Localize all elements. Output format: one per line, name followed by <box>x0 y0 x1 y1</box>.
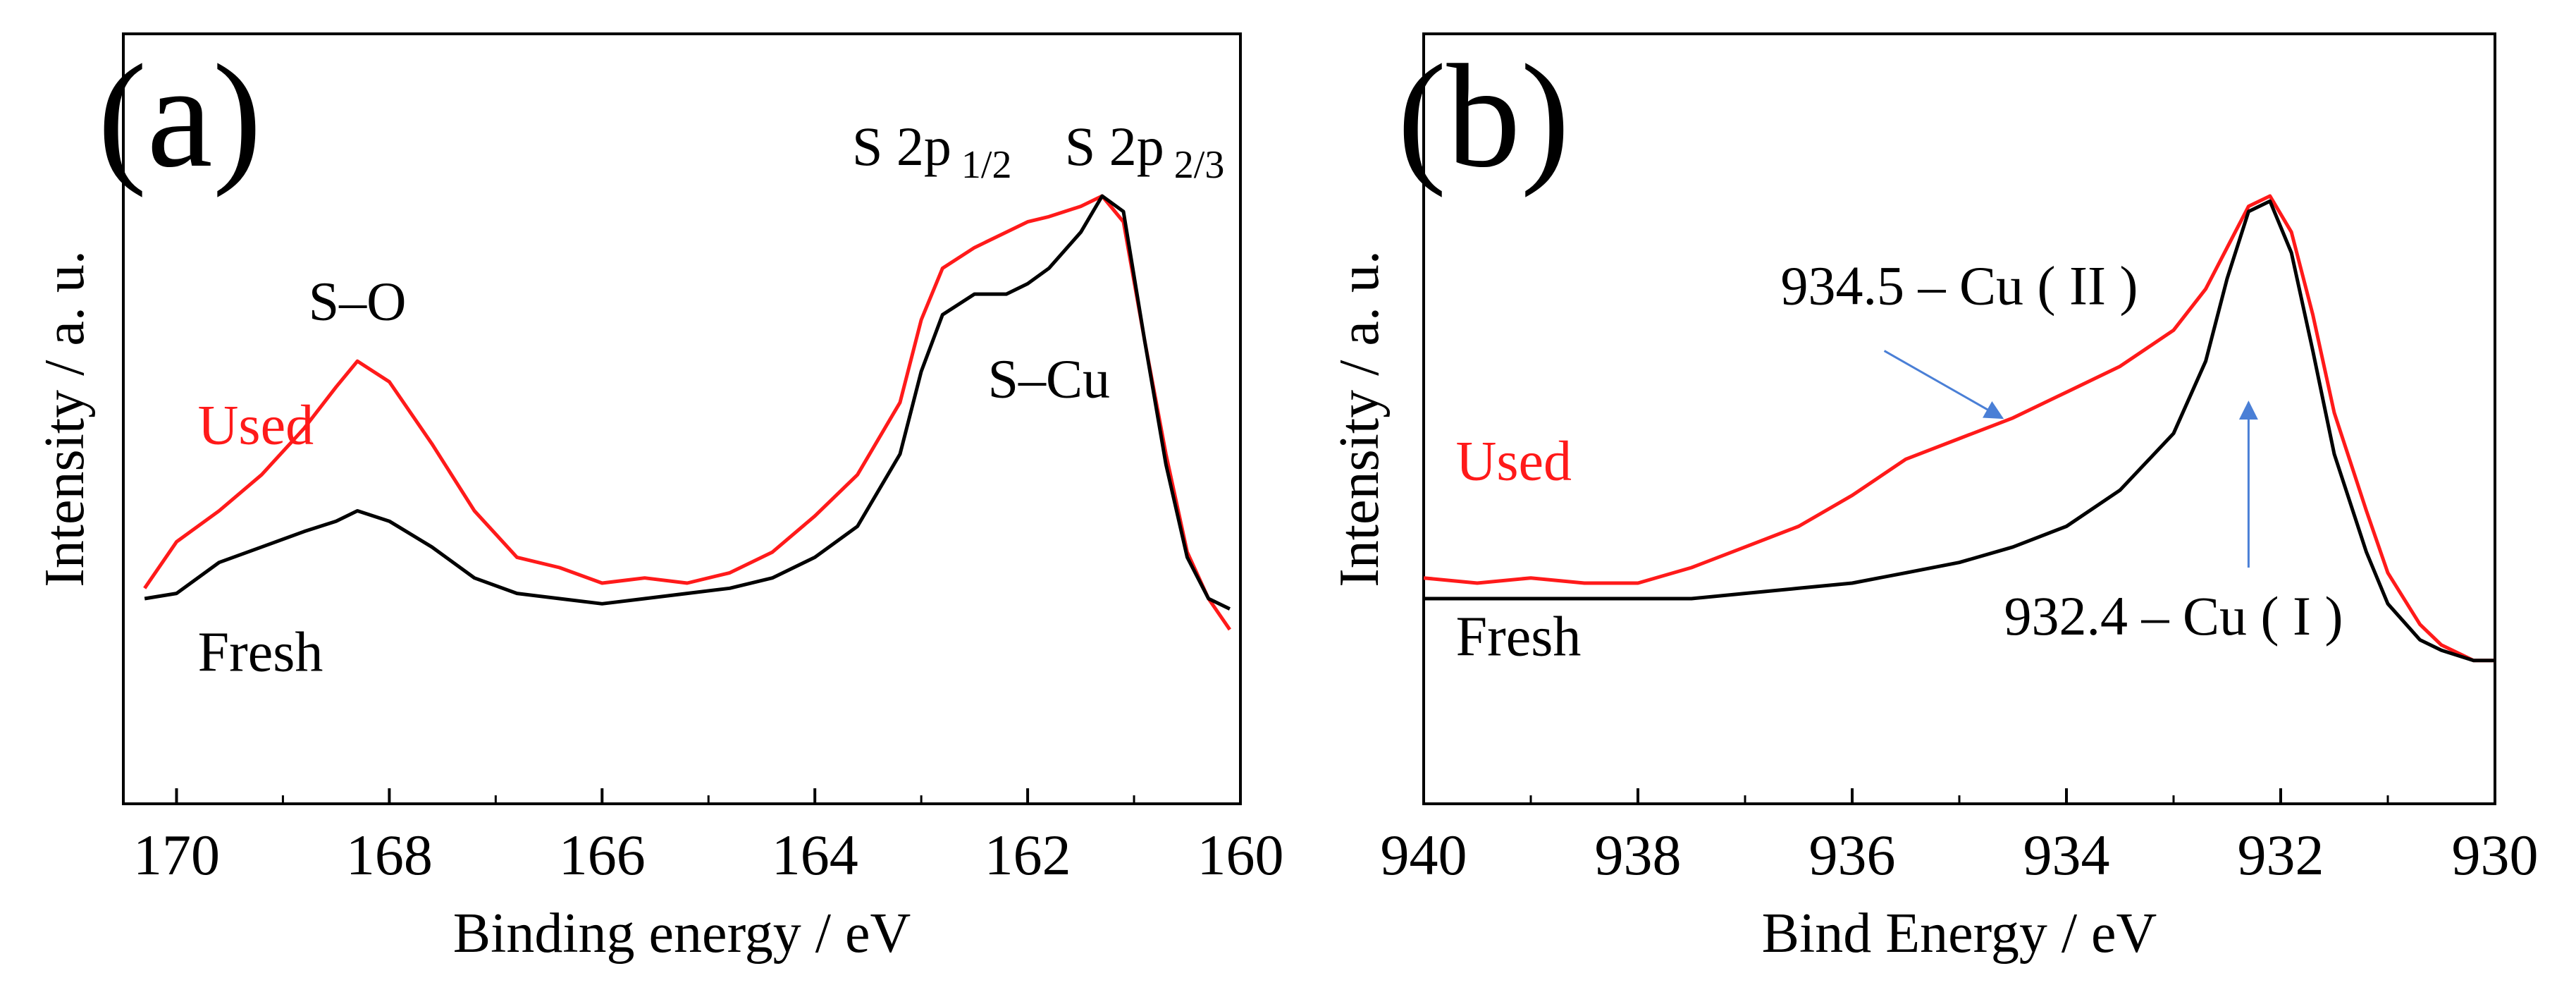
plot-frame-b <box>1422 32 2496 805</box>
panel-label-b: (b) <box>1398 35 1570 198</box>
cu-ii-arrow <box>1883 350 2004 420</box>
x-tick-label-b-2: 936 <box>1809 823 1896 887</box>
legend-b-fresh: Fresh <box>1456 606 1582 668</box>
x-tick-label-a-5: 160 <box>1197 823 1284 887</box>
s2p12-label-text: S 2p <box>852 116 951 177</box>
x-tick-label-b-1: 938 <box>1595 823 1682 887</box>
x-tick-label-a-4: 162 <box>985 823 1071 887</box>
series-line-b-used <box>1423 194 2495 663</box>
x-tick-label-b-0: 940 <box>1381 823 1467 887</box>
legend-b-used: Used <box>1456 431 1572 493</box>
cu-ii-label-text: 934.5 – Cu ( II ) <box>1781 255 2138 317</box>
legend-a-used: Used <box>198 394 314 456</box>
s2p23-label-subscript: 2/3 <box>1174 143 1225 187</box>
plot-frame-a <box>122 32 1242 805</box>
legend-a-fresh: Fresh <box>198 621 323 683</box>
series-line-a-used <box>143 194 1231 631</box>
s-cu-label-text: S–Cu <box>988 348 1110 409</box>
cu-i-label: 932.4 – Cu ( I ) <box>2004 585 2343 647</box>
s2p12-label-subscript: 1/2 <box>961 143 1012 187</box>
s2p23-label-text: S 2p <box>1065 116 1164 177</box>
cu-i-label-text: 932.4 – Cu ( I ) <box>2004 585 2343 647</box>
x-tick-label-a-0: 170 <box>133 823 220 887</box>
x-tick-label-a-2: 166 <box>559 823 646 887</box>
y-axis-title-b: Intensity / a. u. <box>1329 250 1391 587</box>
y-axis-title-a: Intensity / a. u. <box>34 250 96 587</box>
x-tick-label-b-4: 932 <box>2238 823 2324 887</box>
cu-ii-label: 934.5 – Cu ( II ) <box>1781 255 2138 317</box>
panel-b: 940 938 936 934 932 930 Bind Energy / eV Intens… <box>1329 32 2539 965</box>
panel-a: 170 168 166 164 162 160 Binding energy / eV Int… <box>34 32 1284 965</box>
x-tick-label-b-3: 934 <box>2023 823 2110 887</box>
x-axis-title-b: Bind Energy / eV <box>1762 903 2157 965</box>
x-axis-title-a: Binding energy / eV <box>453 903 911 965</box>
s-o-label: S–O <box>309 271 407 332</box>
series-line-a-fresh <box>144 194 1231 611</box>
s2p23-label: S 2p 2/3 <box>1065 116 1224 187</box>
s2p12-label: S 2p 1/2 <box>852 116 1011 187</box>
s-cu-label: S–Cu <box>988 348 1110 409</box>
s-o-label-text: S–O <box>309 271 407 332</box>
panel-label-a: (a) <box>97 35 261 198</box>
series-line-b-fresh <box>1424 199 2495 663</box>
x-tick-label-a-1: 168 <box>346 823 433 887</box>
x-tick-label-b-5: 930 <box>2452 823 2539 887</box>
x-tick-label-a-3: 164 <box>772 823 858 887</box>
